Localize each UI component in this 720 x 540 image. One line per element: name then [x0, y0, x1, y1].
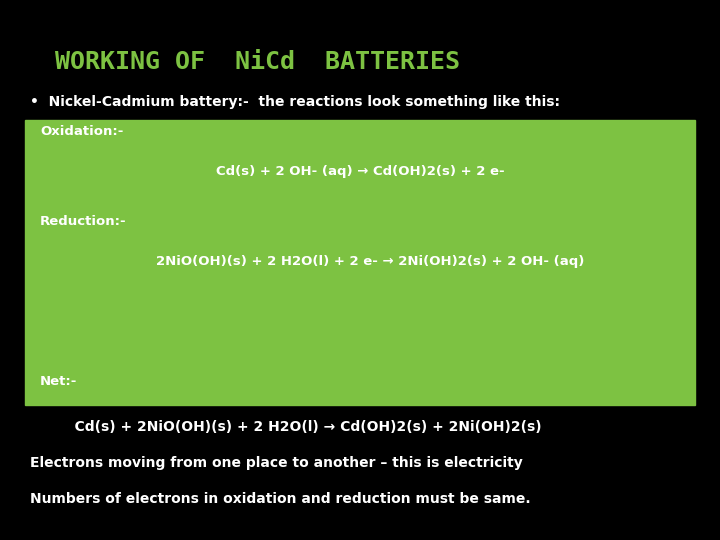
Text: Electrons moving from one place to another – this is electricity: Electrons moving from one place to anoth… — [30, 456, 523, 470]
Text: WORKING OF  NiCd  BATTERIES: WORKING OF NiCd BATTERIES — [55, 50, 460, 74]
Text: Reduction:-: Reduction:- — [40, 215, 127, 228]
Text: Numbers of electrons in oxidation and reduction must be same.: Numbers of electrons in oxidation and re… — [30, 492, 531, 506]
FancyBboxPatch shape — [25, 120, 695, 405]
Text: Cd(s) + 2NiO(OH)(s) + 2 H2O(l) → Cd(OH)2(s) + 2Ni(OH)2(s): Cd(s) + 2NiO(OH)(s) + 2 H2O(l) → Cd(OH)2… — [55, 420, 541, 434]
Text: •  Nickel-Cadmium battery:-  the reactions look something like this:: • Nickel-Cadmium battery:- the reactions… — [30, 95, 560, 109]
Text: 2NiO(OH)(s) + 2 H2O(l) + 2 e- → 2Ni(OH)2(s) + 2 OH- (aq): 2NiO(OH)(s) + 2 H2O(l) + 2 e- → 2Ni(OH)2… — [156, 255, 584, 268]
Text: Oxidation:-: Oxidation:- — [40, 125, 123, 138]
Text: Net:-: Net:- — [40, 375, 77, 388]
Text: Cd(s) + 2 OH- (aq) → Cd(OH)2(s) + 2 e-: Cd(s) + 2 OH- (aq) → Cd(OH)2(s) + 2 e- — [216, 165, 504, 178]
